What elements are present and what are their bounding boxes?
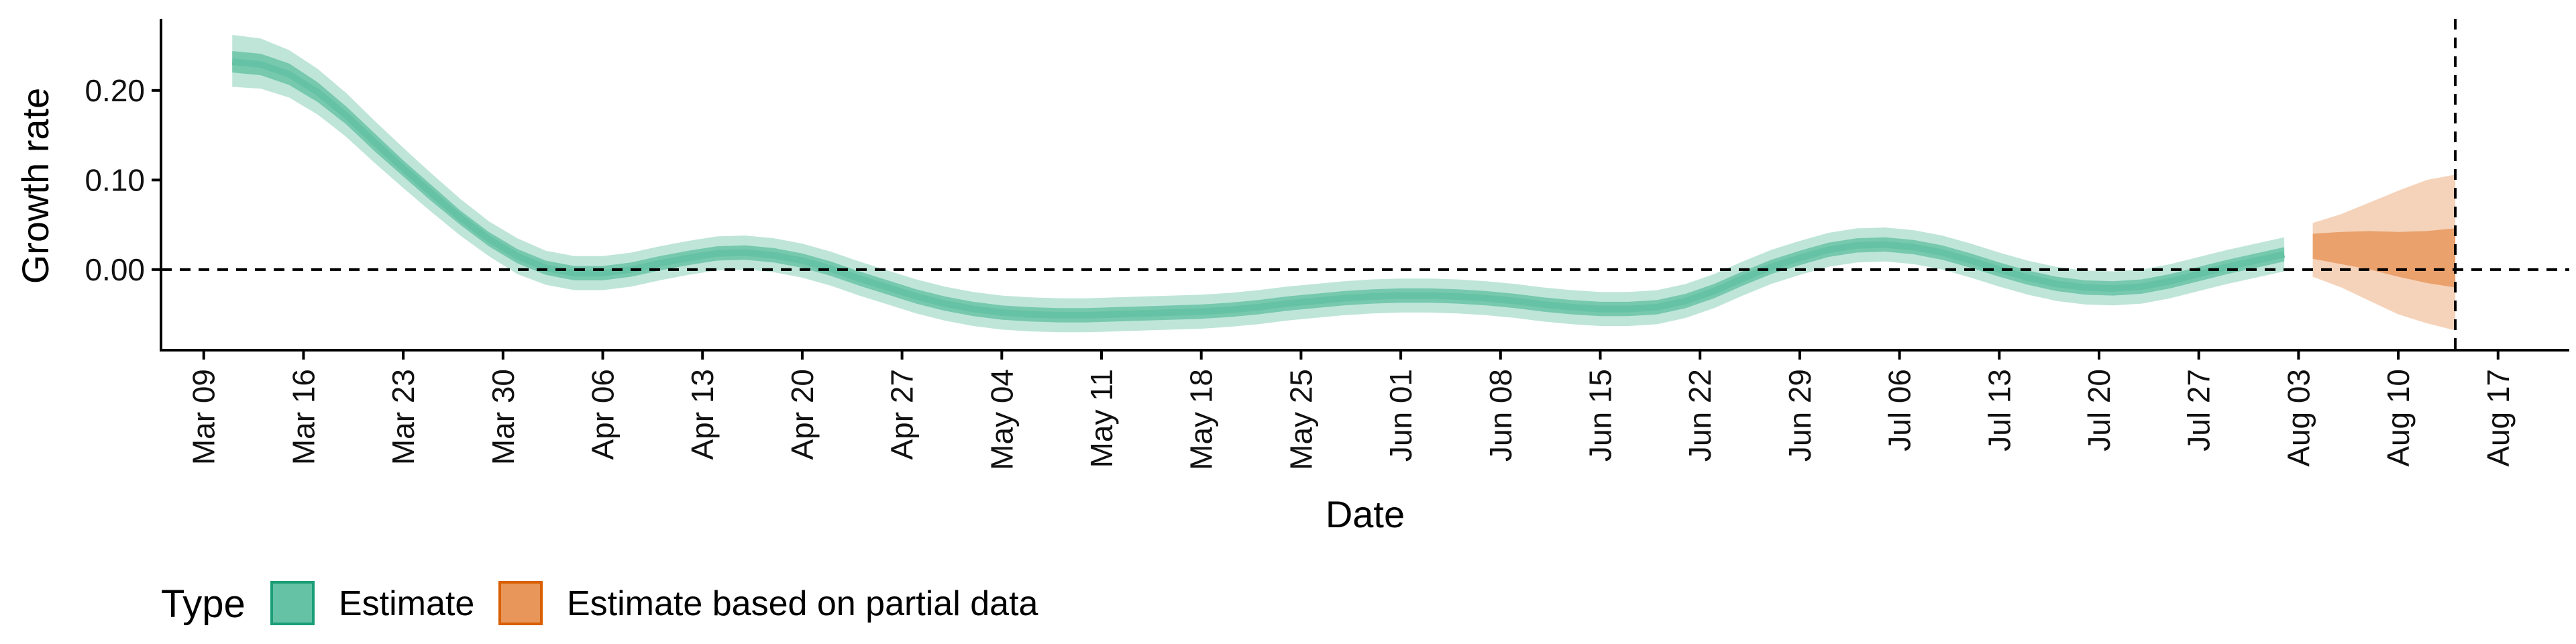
x-tick-label: Jun 29 [1782,369,1817,462]
x-axis-ticks: Mar 09 Mar 16 Mar 23 Mar 30 Apr 06 Apr 13 Apr … [186,350,2516,470]
legend-swatch [498,581,543,625]
x-tick-label: May 18 [1184,369,1219,470]
legend-label: Estimate [339,584,474,623]
x-tick-label: Mar 09 [186,369,221,465]
x-tick-label: Mar 30 [486,369,521,465]
legend-swatch [270,581,315,625]
x-tick-label: Jul 13 [1982,369,2017,451]
x-tick-label: Jul 27 [2182,369,2216,451]
x-tick-label: Jul 06 [1882,369,1917,451]
x-tick-label: Jun 08 [1483,369,1518,462]
axes [160,19,2569,352]
legend-title: Type [161,582,246,626]
estimate-median-line [231,58,2286,319]
y-tick-label: 0.10 [85,162,145,197]
x-tick-label: May 25 [1283,369,1318,470]
y-tick-label: 0.20 [85,73,145,108]
x-tick-label: Jul 20 [2082,369,2116,451]
x-tick-label: Jun 01 [1383,369,1418,462]
x-tick-label: Jun 22 [1682,369,1717,462]
x-tick-label: May 11 [1084,369,1119,468]
x-tick-label: Aug 10 [2381,369,2416,467]
legend: Type Estimate Estimate based on partial d… [161,581,1038,626]
x-tick-label: Apr 20 [785,369,820,460]
estimate-ci90-band [232,35,2285,333]
x-tick-label: May 04 [984,369,1019,470]
partial-estimate-ci50-band [2312,228,2456,288]
x-tick-label: Apr 06 [586,369,621,460]
reference-lines [161,19,2569,350]
x-tick-label: Aug 17 [2481,369,2516,467]
y-tick-label: 0.00 [85,252,145,287]
x-axis-title: Date [1326,493,1405,535]
series-lines [231,58,2286,319]
y-axis-ticks: 0.00 0.10 0.20 [85,73,161,287]
legend-entries: Estimate Estimate based on partial data [270,581,1038,625]
x-tick-label: Apr 27 [885,369,920,460]
x-tick-label: Apr 13 [685,369,720,460]
x-tick-label: Jun 15 [1583,369,1618,462]
x-tick-label: Mar 16 [286,369,321,465]
legend-label: Estimate based on partial data [567,584,1038,623]
x-tick-label: Aug 03 [2281,369,2316,467]
x-tick-label: Mar 23 [386,369,421,465]
y-axis-title: Growth rate [14,88,56,284]
